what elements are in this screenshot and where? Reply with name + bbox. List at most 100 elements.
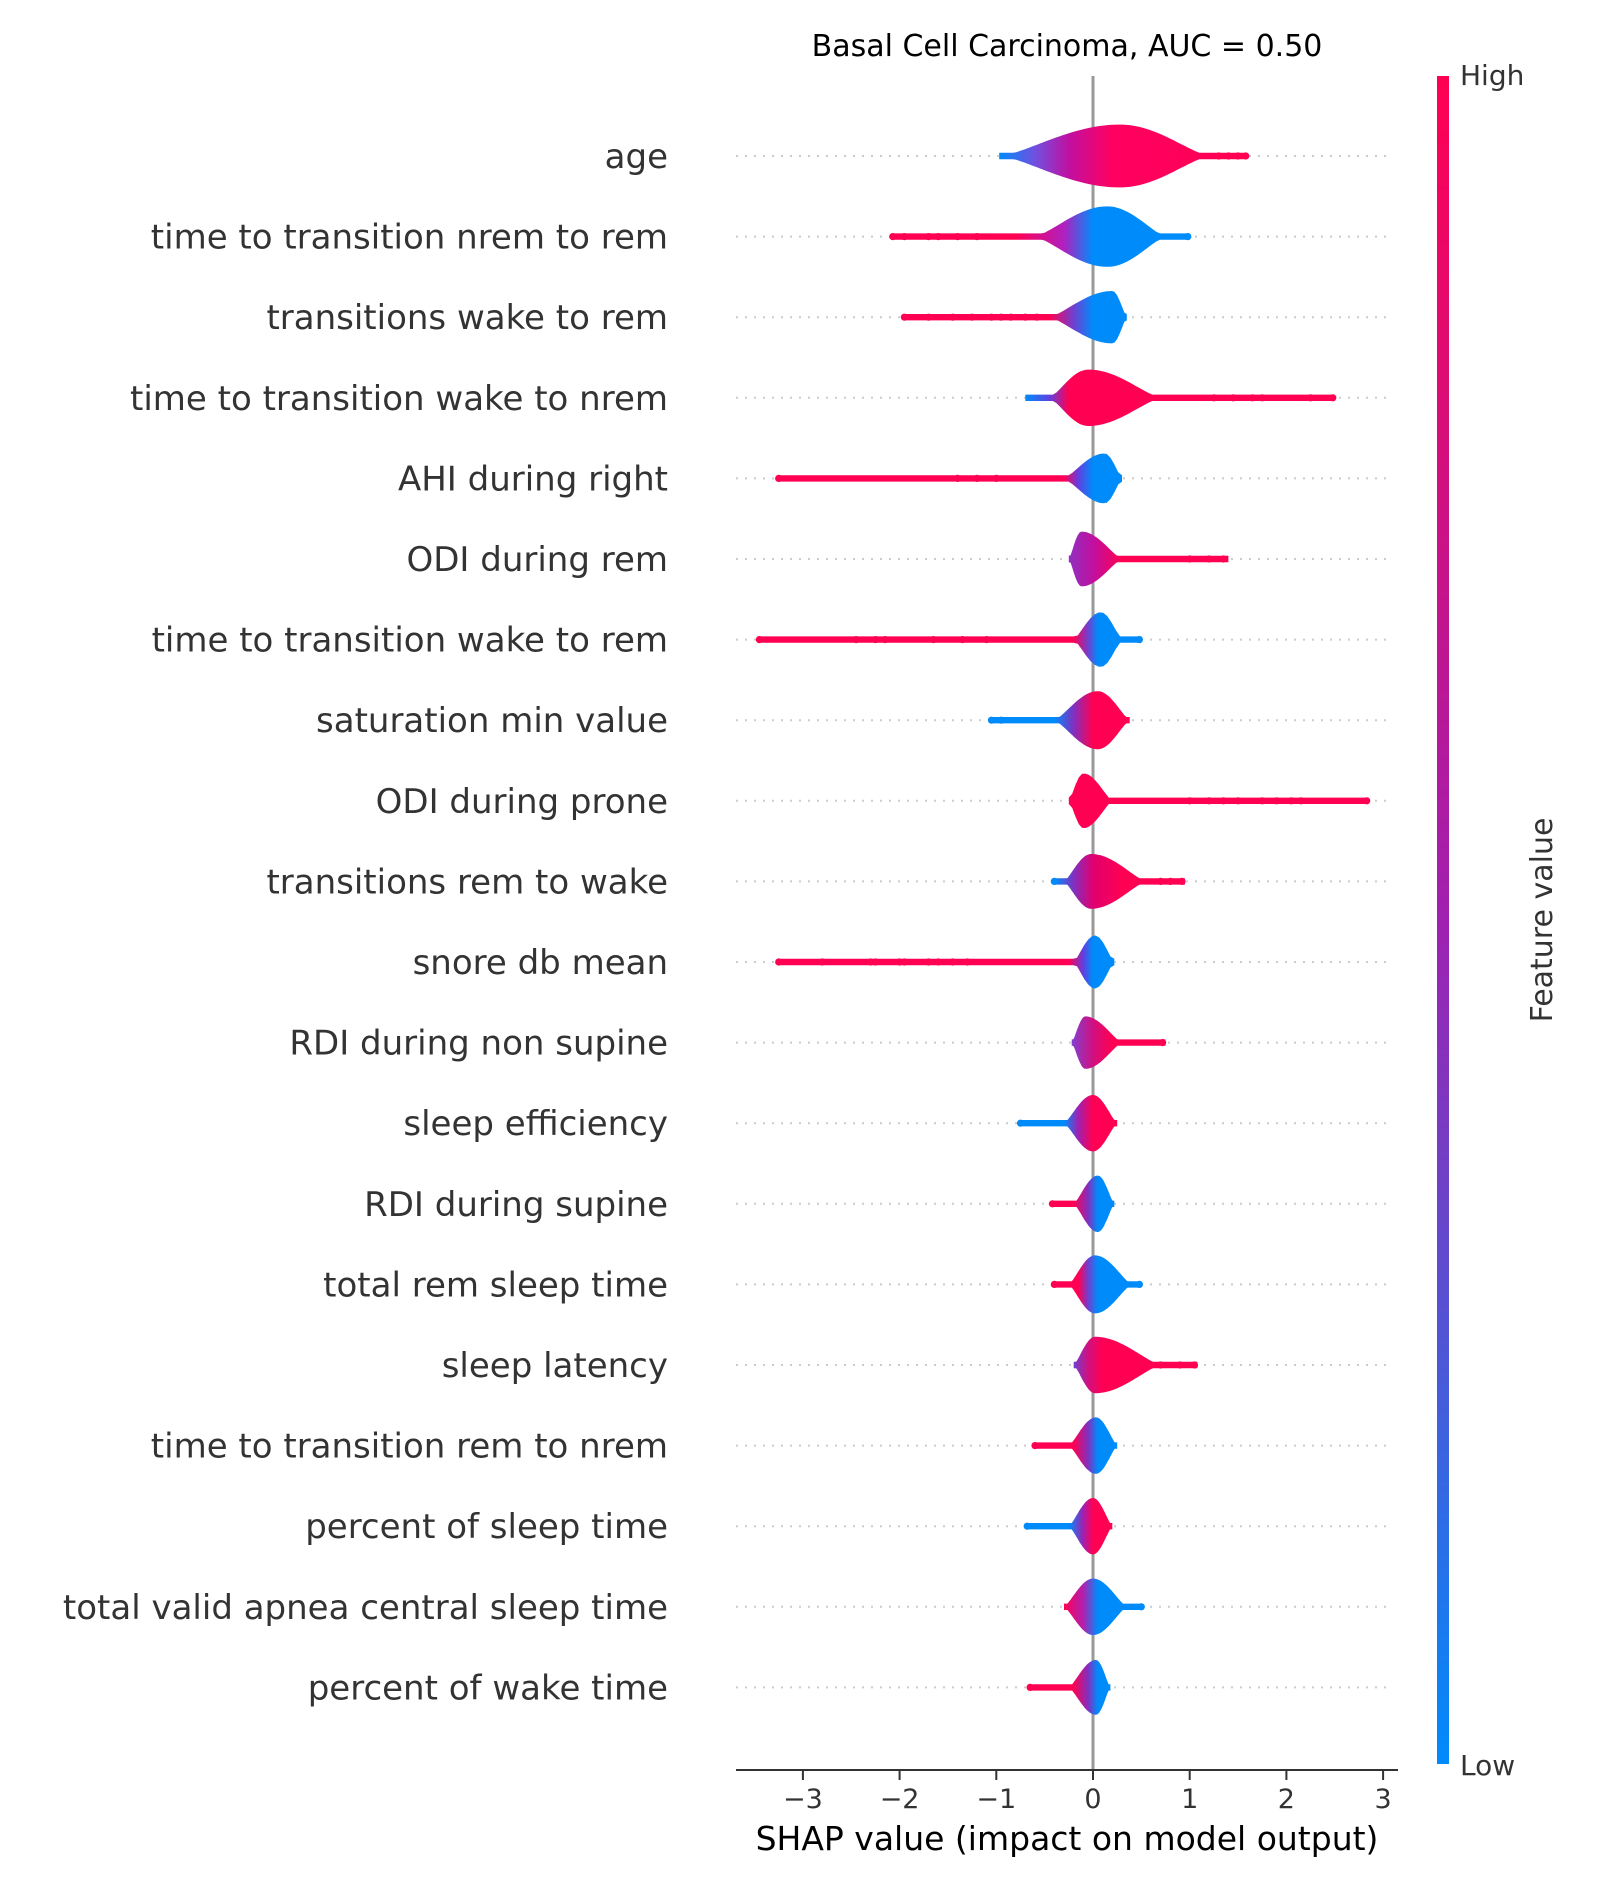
x-tick-label: 3 xyxy=(1375,1784,1392,1815)
violin-rdi-during-supine xyxy=(1052,1175,1115,1232)
outlier-point xyxy=(1157,877,1165,886)
feature-label-rdi-during-non-supine: RDI during non supine xyxy=(289,1024,668,1064)
feature-label-percent-of-sleep-time: percent of sleep time xyxy=(305,1507,668,1547)
feature-label-transitions-rem-to-wake: transitions rem to wake xyxy=(266,862,668,902)
x-tick-label: −1 xyxy=(976,1784,1016,1815)
outlier-point xyxy=(1033,313,1041,321)
outlier-point xyxy=(954,474,962,482)
outlier-point xyxy=(973,474,981,482)
feature-label-time-to-transition-wake-to-rem: time to transition wake to rem xyxy=(152,621,668,661)
outlier-point xyxy=(983,636,991,644)
outlier-point xyxy=(1186,797,1194,805)
outlier-point xyxy=(1219,797,1228,805)
outlier-point xyxy=(900,313,909,321)
violin-percent-of-sleep-time xyxy=(1027,1498,1113,1555)
outlier-point xyxy=(949,313,957,321)
outlier-point xyxy=(1273,797,1281,805)
outlier-point xyxy=(1023,1522,1031,1530)
outlier-point xyxy=(852,636,860,644)
violin-odi-during-rem xyxy=(1068,531,1229,587)
feature-label-sleep-latency: sleep latency xyxy=(442,1346,668,1386)
feature-label-transitions-wake-to-rem: transitions wake to rem xyxy=(266,298,668,338)
outlier-point xyxy=(1219,555,1228,563)
outlier-point xyxy=(1166,877,1174,886)
outlier-point xyxy=(1297,797,1305,805)
violin-sleep-latency xyxy=(1073,1336,1198,1394)
violin-transitions-wake-to-rem xyxy=(904,291,1127,344)
violins xyxy=(755,124,1371,1715)
outlier-point xyxy=(1190,1361,1199,1369)
feature-label-rdi-during-supine: RDI during supine xyxy=(364,1185,668,1225)
violin-age xyxy=(999,124,1246,188)
feature-label-snore-db-mean: snore db mean xyxy=(413,943,668,983)
outlier-point xyxy=(1159,1039,1167,1047)
feature-label-total-valid-apnea-central-sleep-time: total valid apnea central sleep time xyxy=(63,1588,668,1628)
violin-total-valid-apnea-central-sleep-time xyxy=(1064,1578,1142,1635)
feature-labels: age time to transition nrem to rem transit… xyxy=(63,137,668,1708)
outlier-point xyxy=(1186,555,1194,563)
outlier-point xyxy=(1021,313,1029,321)
outlier-point xyxy=(1329,394,1337,402)
outlier-point xyxy=(818,958,826,966)
outlier-point xyxy=(954,233,962,241)
outlier-point xyxy=(1184,233,1192,241)
violin-time-to-transition-wake-to-nrem xyxy=(1025,369,1335,426)
chart-title: Basal Cell Carcinoma, AUC = 0.50 xyxy=(812,29,1323,64)
outlier-point xyxy=(1026,1683,1034,1691)
outlier-point xyxy=(1205,797,1213,805)
outlier-point xyxy=(1178,877,1186,886)
outlier-point xyxy=(987,716,996,724)
colorbar-gradient xyxy=(1437,76,1449,1764)
outlier-point xyxy=(871,636,880,644)
feature-label-time-to-transition-rem-to-nrem: time to transition rem to nrem xyxy=(151,1427,668,1467)
colorbar-low-label: Low xyxy=(1460,1749,1515,1782)
outlier-point xyxy=(1258,797,1266,805)
outlier-point xyxy=(1234,152,1242,160)
x-tick-label: −2 xyxy=(880,1784,920,1815)
feature-label-time-to-transition-nrem-to-rem: time to transition nrem to rem xyxy=(151,218,668,258)
outlier-point xyxy=(1229,394,1237,402)
outlier-point xyxy=(881,636,889,644)
feature-label-age: age xyxy=(605,137,668,177)
outlier-point xyxy=(1176,1361,1184,1369)
violin-total-rem-sleep-time xyxy=(1054,1255,1142,1314)
feature-label-time-to-transition-wake-to-nrem: time to transition wake to nrem xyxy=(130,379,668,419)
outlier-point xyxy=(1135,1280,1143,1288)
violin-ahi-during-right xyxy=(778,453,1122,504)
outlier-point xyxy=(1048,1200,1056,1208)
outlier-point xyxy=(1224,152,1232,160)
outlier-point xyxy=(1249,394,1257,402)
outlier-point xyxy=(997,313,1005,321)
outlier-point xyxy=(1215,152,1223,160)
feature-label-saturation-min-value: saturation min value xyxy=(316,701,668,741)
outlier-point xyxy=(1050,877,1058,886)
violin-sleep-efficiency xyxy=(1020,1095,1118,1152)
outlier-point xyxy=(1234,797,1242,805)
outlier-point xyxy=(1137,1603,1145,1611)
x-tick-label: −3 xyxy=(783,1784,823,1815)
outlier-point xyxy=(987,313,996,321)
outlier-point xyxy=(871,958,880,966)
violin-time-to-transition-rem-to-nrem xyxy=(1035,1417,1118,1474)
outlier-point xyxy=(900,958,909,966)
outlier-point xyxy=(755,636,764,644)
outlier-point xyxy=(968,313,976,321)
outlier-point xyxy=(1157,1361,1165,1369)
feature-label-total-rem-sleep-time: total rem sleep time xyxy=(323,1265,668,1305)
outlier-point xyxy=(1258,394,1266,402)
outlier-point xyxy=(1363,797,1371,805)
outlier-point xyxy=(1135,636,1143,644)
feature-label-ahi-during-right: AHI during right xyxy=(398,459,668,499)
feature-label-odi-during-rem: ODI during rem xyxy=(406,540,668,580)
outlier-point xyxy=(929,636,938,644)
outlier-point xyxy=(1031,1442,1039,1450)
outlier-point xyxy=(963,958,971,966)
colorbar-high-label: High xyxy=(1460,59,1524,92)
outlier-point xyxy=(958,636,967,644)
x-tick-label: 0 xyxy=(1084,1784,1101,1815)
outlier-point xyxy=(992,474,1000,482)
feature-label-odi-during-prone: ODI during prone xyxy=(376,782,668,822)
violin-time-to-transition-wake-to-rem xyxy=(759,612,1142,667)
outlier-point xyxy=(949,958,957,966)
